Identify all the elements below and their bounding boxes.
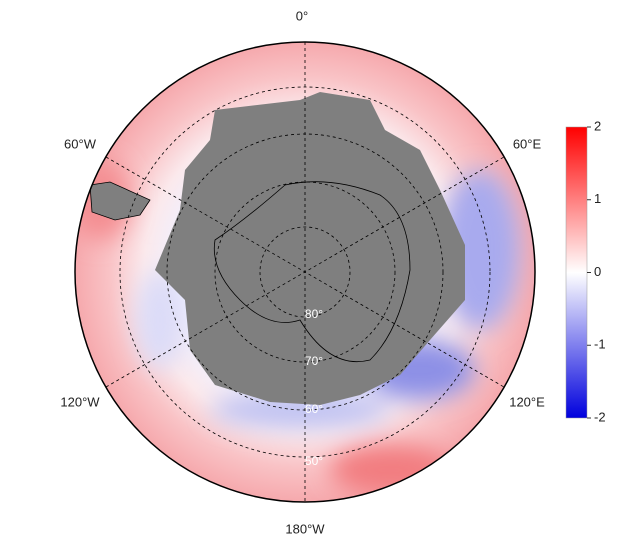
coastline: [213, 181, 411, 362]
colorbar-tick-label: -1: [594, 337, 606, 352]
lon-label: 120°W: [60, 394, 100, 409]
lon-label: 0°: [296, 8, 308, 23]
lon-label: 120°E: [509, 394, 545, 409]
lat-label: 50°: [305, 454, 323, 468]
colorbar-tick-label: 0: [594, 264, 601, 279]
lat-label: 70°: [305, 354, 323, 368]
lon-label: 60°W: [64, 136, 97, 151]
lon-label: 60°E: [513, 136, 542, 151]
anomaly-field: [75, 42, 535, 502]
colorbar-tick-label: -2: [594, 409, 606, 424]
lon-label: 180°W: [285, 521, 325, 536]
lat-label: 60°: [305, 402, 323, 416]
peninsula: [89, 181, 151, 221]
colorbar-tick-label: 2: [594, 118, 601, 133]
colorbar: [565, 126, 588, 419]
colorbar-tick-label: 1: [594, 191, 601, 206]
lat-label: 80°: [305, 307, 323, 321]
map-border: [74, 41, 536, 503]
land-mask: [155, 92, 465, 405]
